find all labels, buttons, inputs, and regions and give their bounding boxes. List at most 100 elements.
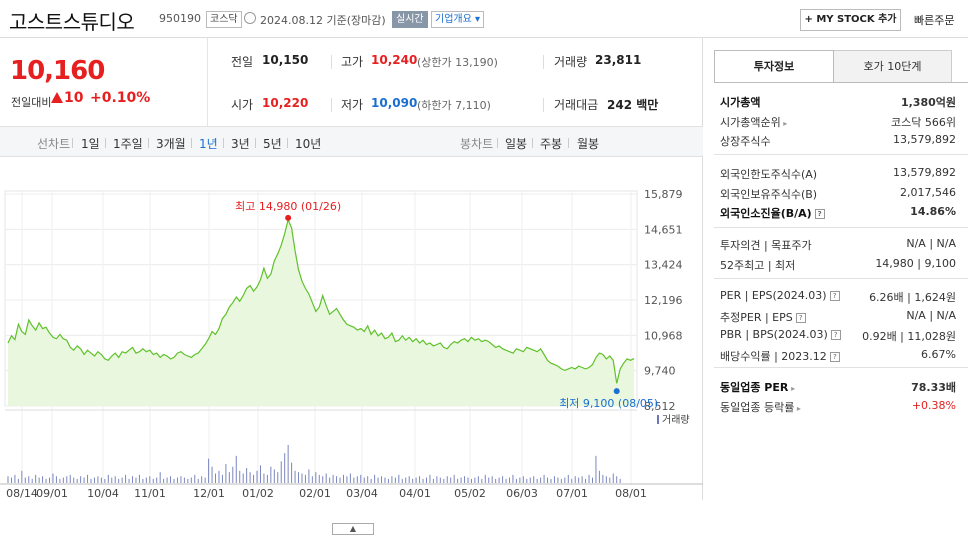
- invest-row-label: 동일업종 PER ▸: [720, 381, 796, 394]
- price-area: [8, 219, 634, 406]
- volume-value: 23,811: [595, 53, 642, 67]
- tab-1w[interactable]: 1주일: [113, 137, 143, 151]
- prev-value: 10,150: [262, 53, 309, 67]
- invest-row-label: 시가총액: [720, 96, 761, 109]
- y-tick-label: 9,740: [644, 365, 676, 378]
- high-label: 고가: [341, 55, 364, 69]
- invest-row-value: N/A | N/A: [906, 237, 956, 250]
- caret-right-icon: ▸: [794, 403, 801, 413]
- invest-row-label: 배당수익률 | 2023.12?: [720, 348, 840, 364]
- my-stock-add-button[interactable]: + MY STOCK 추가: [800, 9, 901, 31]
- help-icon[interactable]: ?: [829, 291, 840, 301]
- x-tick-label: 02/01: [299, 487, 331, 500]
- tab-monthly[interactable]: 월봉: [577, 137, 600, 151]
- invest-row-label: 52주최고 | 최저: [720, 258, 796, 272]
- min-marker: [613, 388, 620, 395]
- invest-row-label: 외국인한도주식수(A): [720, 168, 818, 181]
- invest-row-value: 0.92배 | 11,028원: [862, 330, 956, 343]
- x-tick-label: 12/01: [193, 487, 225, 500]
- invest-row: 외국인소진율(B/A)? 14.86%: [720, 205, 956, 223]
- divider: [191, 138, 192, 148]
- max-annotation: 최고 14,980 (01/26): [235, 200, 341, 213]
- invest-row-value: +0.38%: [911, 398, 956, 412]
- stock-code: 950190: [159, 12, 201, 25]
- stock-header: 고스트스튜디오 950190 코스닥 2024.08.12 기준(장마감) 실시…: [0, 0, 968, 38]
- divider: [568, 138, 569, 148]
- divider: [543, 55, 544, 69]
- tab-weekly[interactable]: 주봉: [540, 137, 563, 151]
- y-tick-label: 13,424: [644, 259, 683, 272]
- invest-row-label: 동일업종 등락률 ▸: [720, 400, 801, 414]
- price-chart-svg[interactable]: 15,879 14,651 13,424 12,196 10,968 9,740 8,512…: [0, 157, 703, 500]
- tab-10y[interactable]: 10년: [295, 137, 322, 151]
- tab-orderbook[interactable]: 호가 10단계: [834, 50, 952, 83]
- invest-row-value: N/A | N/A: [906, 308, 956, 322]
- divider: [543, 98, 544, 112]
- invest-row-value: 2,017,546: [900, 185, 956, 199]
- invest-row-label: 외국인보유주식수(B): [720, 187, 818, 201]
- caret-right-icon: ▸: [788, 384, 796, 393]
- caret-right-icon: ▸: [780, 118, 788, 128]
- divider: [223, 138, 224, 148]
- divider: [532, 138, 533, 148]
- invest-row-label: PBR | BPS(2024.03)?: [720, 328, 841, 341]
- company-info-dropdown[interactable]: 기업개요 ▾: [431, 11, 484, 28]
- high-value: 10,240: [371, 53, 418, 67]
- invest-row: 52주최고 | 최저 14,980 | 9,100: [720, 257, 956, 275]
- realtime-badge[interactable]: 실시간: [392, 11, 428, 28]
- invest-row-value: 6.26배 | 1,624원: [869, 291, 956, 304]
- invest-row: 외국인한도주식수(A) 13,579,892: [720, 166, 956, 184]
- invest-row-label: 추정PER | EPS?: [720, 309, 806, 325]
- divider: [331, 98, 332, 112]
- invest-row-label: 상장주식수: [720, 135, 771, 148]
- invest-row: 추정PER | EPS? N/A | N/A: [720, 309, 956, 327]
- invest-row-value: 14,980 | 9,100: [875, 256, 956, 270]
- invest-row: 시가총액 1,380억원: [720, 94, 956, 112]
- change-label: 전일대비: [11, 96, 52, 109]
- quote-date: 2024.08.12 기준(장마감): [260, 14, 386, 27]
- change-amount: 10: [64, 90, 84, 106]
- clock-icon: [244, 12, 256, 24]
- price-chart[interactable]: 15,879 14,651 13,424 12,196 10,968 9,740 8,512…: [0, 157, 703, 500]
- tab-daily[interactable]: 일봉: [505, 137, 528, 151]
- x-tick-label: 06/03: [506, 487, 538, 500]
- tab-1d[interactable]: 1일: [81, 137, 100, 151]
- current-price-box: 10,160 전일대비 10 +0.10%: [0, 38, 208, 126]
- quick-order-link[interactable]: 빠른주문: [914, 14, 955, 27]
- stock-name: 고스트스튜디오: [9, 10, 135, 34]
- tab-3m[interactable]: 3개월: [156, 137, 186, 151]
- tab-5y[interactable]: 5년: [263, 137, 282, 151]
- tab-invest-info[interactable]: 투자정보: [714, 50, 834, 83]
- y-tick-label: 14,651: [644, 223, 683, 236]
- invest-row[interactable]: 동일업종 PER ▸ 78.33배: [720, 379, 956, 397]
- x-tick-label: 09/01: [36, 487, 68, 500]
- invest-row-value: 13,579,892: [893, 133, 956, 146]
- tab-1y[interactable]: 1년: [199, 137, 218, 151]
- x-tick-label: 01/02: [242, 487, 274, 500]
- invest-row-value: 1,380억원: [900, 96, 956, 109]
- price-panel: 10,160 전일대비 10 +0.10% 전일 10,150 고가 10,24…: [0, 38, 703, 535]
- invest-row-label: 외국인소진율(B/A)?: [720, 205, 825, 221]
- tab-3y[interactable]: 3년: [231, 137, 250, 151]
- upper-limit: (상한가 13,190): [417, 56, 498, 69]
- amount-label: 거래대금: [554, 98, 599, 112]
- volume-legend-mark: [657, 415, 659, 424]
- market-badge: 코스닥: [206, 11, 242, 28]
- invest-row: 투자의견 | 목표주가 N/A | N/A: [720, 237, 956, 255]
- help-icon[interactable]: ?: [814, 209, 825, 219]
- invest-row: PER | EPS(2024.03)? 6.26배 | 1,624원: [720, 289, 956, 307]
- help-icon[interactable]: ?: [830, 330, 841, 340]
- invest-row[interactable]: 동일업종 등락률 ▸ +0.38%: [720, 399, 956, 417]
- invest-row[interactable]: 시가총액순위 ▸ 코스닥 566위: [720, 114, 956, 132]
- help-icon[interactable]: ?: [795, 312, 806, 323]
- divider: [714, 154, 968, 155]
- help-icon[interactable]: ?: [829, 351, 840, 362]
- invest-row-value: 6.67%: [921, 347, 956, 361]
- invest-row-value: 코스닥 566위: [891, 115, 956, 129]
- invest-row-label: PER | EPS(2024.03)?: [720, 289, 840, 302]
- line-chart-label: 선차트: [37, 137, 71, 151]
- x-tick-label: 08/14: [6, 487, 38, 500]
- collapse-button[interactable]: ▲: [332, 523, 374, 535]
- divider: [714, 367, 968, 368]
- y-tick-label: 10,968: [644, 329, 683, 342]
